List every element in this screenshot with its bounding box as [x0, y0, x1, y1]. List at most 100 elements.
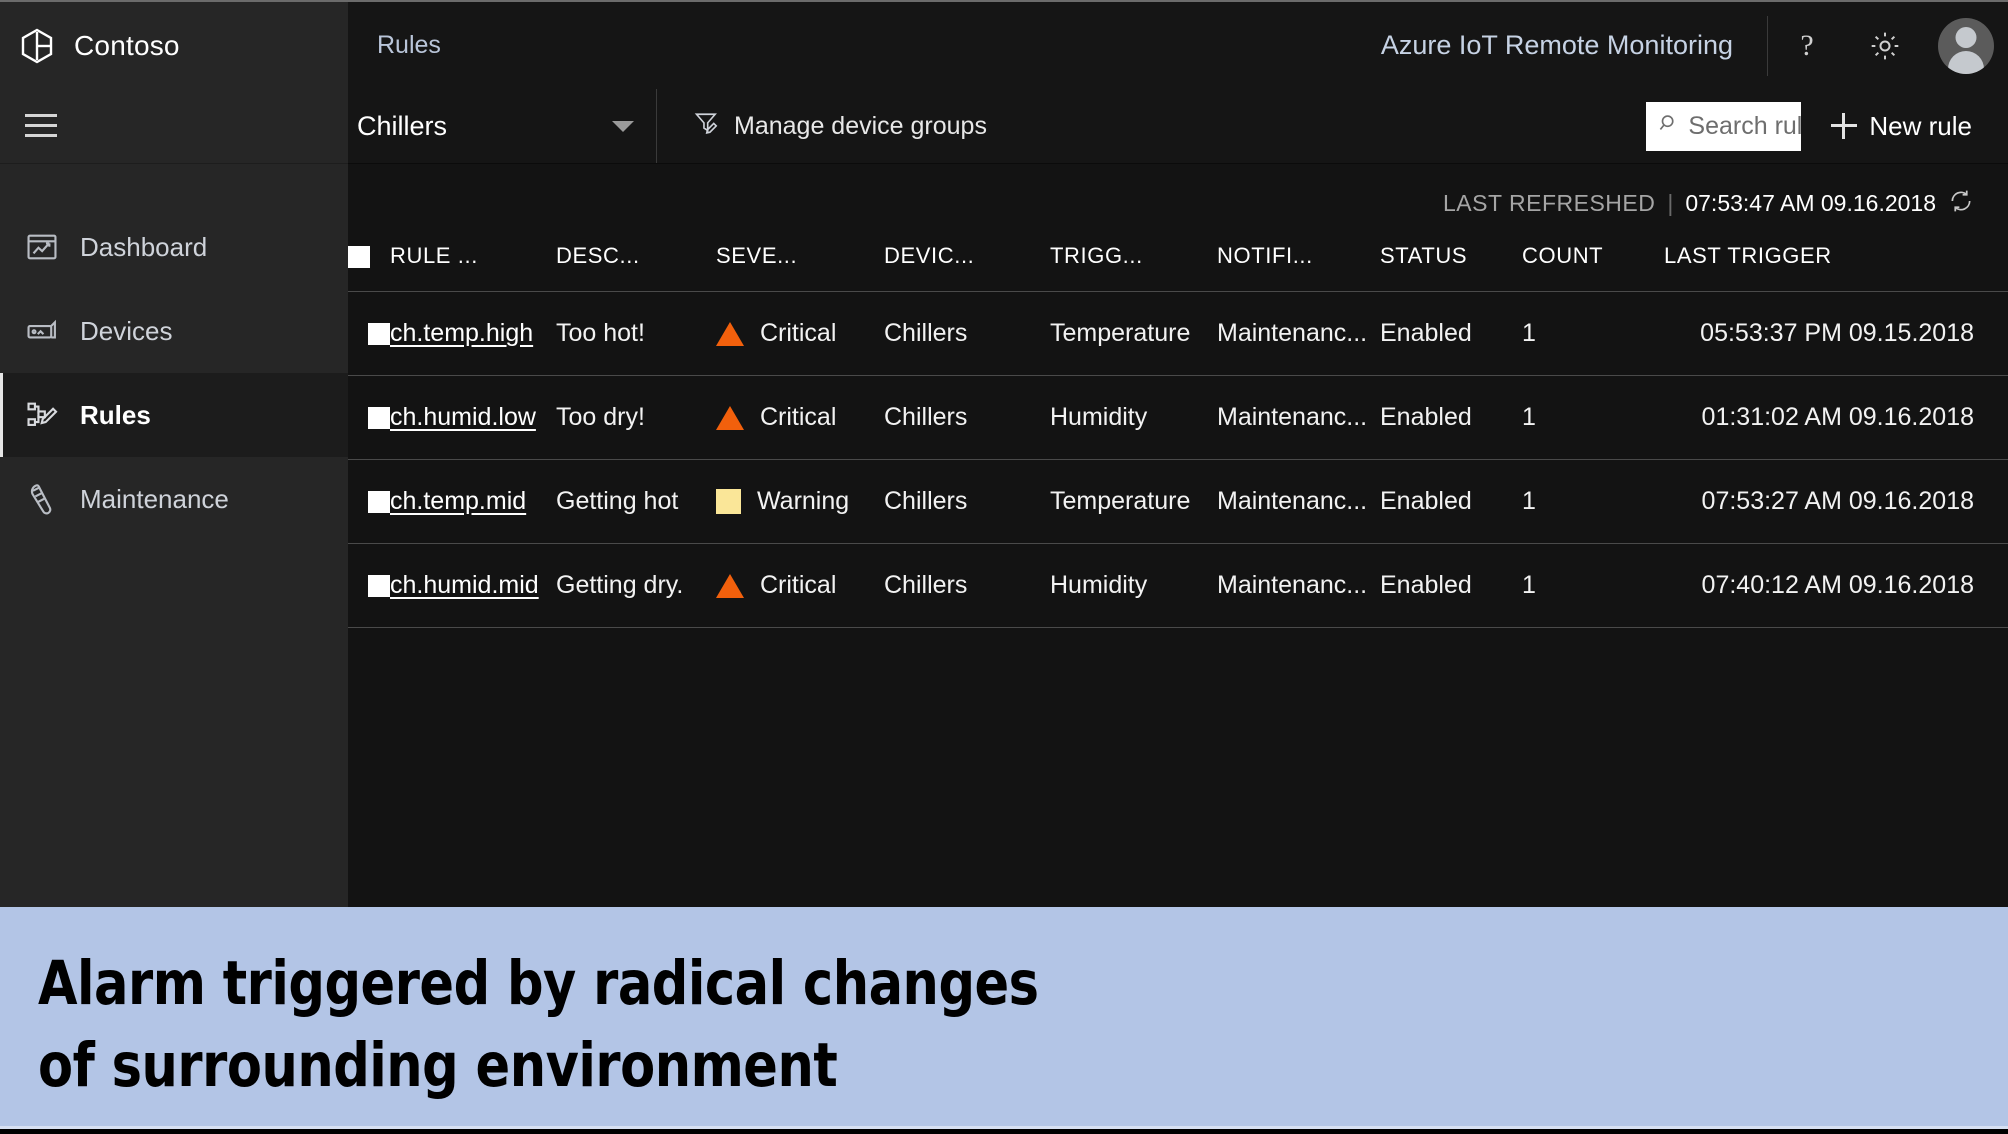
severity-label: Critical: [760, 403, 837, 431]
table-row[interactable]: ch.humid.low Too dry! Critical Chillers …: [348, 375, 2008, 460]
column-header-status[interactable]: STATUS: [1380, 243, 1468, 268]
rules-icon: [25, 398, 59, 432]
search-icon: [1658, 112, 1680, 141]
gear-icon[interactable]: [1846, 2, 1924, 89]
brand-area[interactable]: Contoso: [0, 2, 348, 89]
caption-line-1: Alarm triggered by radical changes: [38, 948, 1039, 1019]
toolbar: Chillers Manage device groups Se: [348, 89, 2008, 164]
rule-notification: Maintenanc...: [1217, 375, 1380, 460]
search-input[interactable]: Search rul: [1646, 101, 1802, 151]
column-header-device-group[interactable]: DEVIC...: [884, 243, 975, 268]
rule-trigger: Humidity: [1050, 375, 1217, 460]
rule-status: Enabled: [1380, 291, 1522, 376]
manage-device-groups-button[interactable]: Manage device groups: [657, 89, 987, 163]
device-icon: [25, 314, 59, 348]
severity-critical-icon: [716, 321, 744, 346]
new-rule-button[interactable]: New rule: [1801, 111, 2000, 142]
bottom-edge: [0, 1129, 2008, 1134]
rule-notification: Maintenanc...: [1217, 291, 1380, 376]
last-refreshed: LAST REFRESHED | 07:53:47 AM 09.16.2018: [348, 164, 2008, 219]
rule-name-link[interactable]: ch.temp.mid: [390, 487, 527, 515]
severity-label: Critical: [760, 571, 837, 599]
last-refreshed-label: LAST REFRESHED: [1443, 190, 1656, 216]
row-checkbox[interactable]: [348, 375, 390, 460]
column-header-last-trigger[interactable]: LAST TRIGGER: [1664, 243, 1832, 268]
rule-status: Enabled: [1380, 375, 1522, 460]
sidebar-item-label: Rules: [80, 399, 151, 430]
severity-cell: Warning: [716, 487, 884, 516]
sidebar: Dashboard Devices: [0, 89, 348, 907]
sidebar-item-dashboard[interactable]: Dashboard: [0, 205, 348, 289]
checkbox-icon: [368, 323, 390, 346]
rule-last-trigger: 01:31:02 AM 09.16.2018: [1664, 375, 2008, 460]
brand-name: Contoso: [74, 29, 180, 61]
chevron-down-icon: [612, 120, 634, 132]
rule-notification: Maintenanc...: [1217, 543, 1380, 628]
svg-text:?: ?: [1800, 29, 1813, 62]
rule-device-group: Chillers: [884, 459, 1050, 544]
rule-description: Too dry!: [556, 375, 716, 460]
severity-label: Critical: [760, 319, 837, 347]
severity-cell: Critical: [716, 319, 884, 348]
column-header-notification[interactable]: NOTIFI...: [1217, 243, 1313, 268]
rule-last-trigger: 07:40:12 AM 09.16.2018: [1664, 543, 2008, 628]
help-icon[interactable]: ?: [1768, 2, 1846, 89]
sidebar-item-rules[interactable]: Rules: [0, 373, 348, 457]
avatar[interactable]: [1924, 2, 2008, 89]
table-row[interactable]: ch.temp.mid Getting hot Warning Chillers…: [348, 459, 2008, 544]
device-group-dropdown[interactable]: Chillers: [348, 89, 657, 163]
top-header: Contoso Rules Azure IoT Remote Monitorin…: [0, 0, 2008, 89]
user-avatar-icon: [1938, 17, 1994, 74]
severity-critical-icon: [716, 405, 744, 430]
toolbar-right: Search rul New rule: [1646, 89, 2008, 163]
table-row[interactable]: ch.temp.high Too hot! Critical Chillers …: [348, 291, 2008, 376]
rules-table-body: ch.temp.high Too hot! Critical Chillers …: [348, 291, 2008, 628]
rules-table: RULE ... DESC... SEVE... DEVIC... TRIGG.…: [348, 243, 2008, 628]
rule-status: Enabled: [1380, 459, 1522, 544]
rule-trigger: Temperature: [1050, 291, 1217, 376]
rules-table-header: RULE ... DESC... SEVE... DEVIC... TRIGG.…: [348, 243, 2008, 292]
rule-notification: Maintenanc...: [1217, 459, 1380, 544]
severity-cell: Critical: [716, 571, 884, 600]
row-checkbox[interactable]: [348, 291, 390, 376]
sidebar-toggle[interactable]: [0, 89, 348, 164]
caption-banner: Alarm triggered by radical changes of su…: [0, 907, 2008, 1129]
checkbox-icon: [368, 491, 390, 514]
table-row[interactable]: ch.humid.mid Getting dry. Critical Chill…: [348, 543, 2008, 628]
rule-last-trigger: 07:53:27 AM 09.16.2018: [1664, 459, 2008, 544]
last-refreshed-separator: |: [1667, 190, 1674, 216]
severity-critical-icon: [716, 573, 744, 598]
sidebar-item-maintenance[interactable]: Maintenance: [0, 457, 348, 541]
checkbox-icon: [368, 575, 390, 598]
sidebar-nav: Dashboard Devices: [0, 205, 348, 541]
breadcrumb[interactable]: Rules: [377, 31, 441, 59]
rule-count: 1: [1522, 543, 1664, 628]
select-all-checkbox[interactable]: [348, 243, 390, 292]
rule-device-group: Chillers: [884, 291, 1050, 376]
severity-warning-icon: [716, 489, 741, 514]
rule-description: Too hot!: [556, 291, 716, 376]
column-header-trigger[interactable]: TRIGG...: [1050, 243, 1143, 268]
rule-description: Getting dry.: [556, 543, 716, 628]
rule-trigger: Temperature: [1050, 459, 1217, 544]
rule-count: 1: [1522, 375, 1664, 460]
checkbox-icon: [348, 246, 370, 269]
rule-name-link[interactable]: ch.humid.mid: [390, 571, 539, 599]
rule-name-link[interactable]: ch.temp.high: [390, 319, 534, 347]
refresh-icon[interactable]: [1948, 188, 1974, 219]
column-header-count[interactable]: COUNT: [1522, 243, 1604, 268]
checkbox-icon: [368, 407, 390, 430]
last-refreshed-time: 07:53:47 AM 09.16.2018: [1685, 190, 1936, 216]
rule-name-link[interactable]: ch.humid.low: [390, 403, 536, 431]
plus-icon: [1831, 113, 1858, 139]
row-checkbox[interactable]: [348, 543, 390, 628]
column-header-rule[interactable]: RULE ...: [390, 243, 478, 268]
filter-edit-icon: [693, 109, 721, 144]
manage-device-groups-label: Manage device groups: [734, 111, 987, 140]
row-checkbox[interactable]: [348, 459, 390, 544]
rule-count: 1: [1522, 459, 1664, 544]
column-header-severity[interactable]: SEVE...: [716, 243, 798, 268]
search-placeholder: Search rul: [1688, 111, 1802, 140]
sidebar-item-devices[interactable]: Devices: [0, 289, 348, 373]
column-header-description[interactable]: DESC...: [556, 243, 640, 268]
